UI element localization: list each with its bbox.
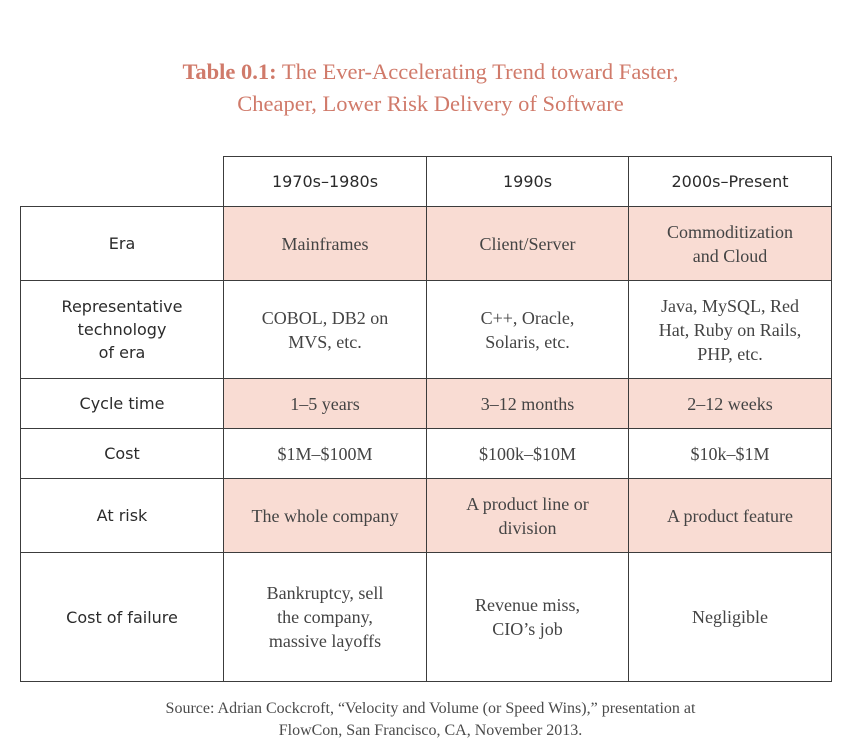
cell-line: $100k–$10M xyxy=(478,443,576,464)
column-header: 1970s–1980s xyxy=(223,156,427,207)
table-cell: The whole company xyxy=(223,478,427,553)
corner-cell xyxy=(20,156,224,207)
cell-line: and Cloud xyxy=(692,245,768,266)
table-row: Cost $1M–$100M $100k–$10M $10k–$1M xyxy=(20,428,832,479)
row-header: Cycle time xyxy=(20,378,224,429)
row-header: Era xyxy=(20,206,224,281)
cell-line: MVS, etc. xyxy=(288,331,362,352)
cell-line: CIO’s job xyxy=(492,619,563,639)
header-row: 1970s–1980s 1990s 2000s–Present xyxy=(20,156,832,207)
column-header: 2000s–Present xyxy=(628,156,832,207)
cell-line: Commoditization xyxy=(667,221,793,242)
row-header-line: Era xyxy=(108,234,136,253)
cell-line: Solaris, etc. xyxy=(485,331,570,352)
cell-line: Negligible xyxy=(692,607,768,627)
table-cell: 2–12 weeks xyxy=(628,378,832,429)
cell-line: Client/Server xyxy=(479,233,576,254)
comparison-table: 1970s–1980s 1990s 2000s–Present Era Mainf… xyxy=(20,156,832,682)
table-cell: Client/Server xyxy=(426,206,629,281)
table-cell: A product feature xyxy=(628,478,832,553)
cell-line: Java, MySQL, Red xyxy=(661,295,799,316)
table-cell: Mainframes xyxy=(223,206,427,281)
table-row: Era Mainframes Client/Server Commoditizatio… xyxy=(20,206,832,281)
caption-line-1: Table 0.1: The Ever-Accelerating Trend t… xyxy=(0,56,861,88)
cell-line: massive layoffs xyxy=(268,631,382,651)
cell-line: COBOL, DB2 on xyxy=(261,307,389,328)
cell-line: the company, xyxy=(277,607,373,627)
cell-line: $1M–$100M xyxy=(277,443,373,464)
row-header-line: Cycle time xyxy=(79,394,165,413)
row-header: At risk xyxy=(20,478,224,553)
row-header-line: Cost xyxy=(104,444,140,463)
table-row: Cost of failure Bankruptcy, sell the compa… xyxy=(20,552,832,682)
row-header-line: At risk xyxy=(96,506,148,525)
cell-line: A product feature xyxy=(667,505,793,526)
cell-line: A product line or xyxy=(466,493,589,514)
table-caption: Table 0.1: The Ever-Accelerating Trend t… xyxy=(0,56,861,120)
cell-line: 2–12 weeks xyxy=(687,393,773,414)
table-cell: Commoditization and Cloud xyxy=(628,206,832,281)
table-row: Cycle time 1–5 years 3–12 months 2–12 weeks xyxy=(20,378,832,429)
source-line-1: Source: Adrian Cockcroft, “Velocity and … xyxy=(165,700,696,717)
table-cell: COBOL, DB2 on MVS, etc. xyxy=(223,280,427,379)
table-cell: $100k–$10M xyxy=(426,428,629,479)
table-cell: 3–12 months xyxy=(426,378,629,429)
table-cell: Java, MySQL, Red Hat, Ruby on Rails, PHP, … xyxy=(628,280,832,379)
cell-line: division xyxy=(498,517,557,538)
table-row: Representative technology of era COBOL, DB2… xyxy=(20,280,832,379)
table-cell: Revenue miss, CIO’s job xyxy=(426,552,629,682)
table-cell: Negligible xyxy=(628,552,832,682)
table-cell: 1–5 years xyxy=(223,378,427,429)
cell-line: 3–12 months xyxy=(480,393,575,414)
cell-line: Mainframes xyxy=(281,233,369,254)
table-cell: A product line or division xyxy=(426,478,629,553)
column-header: 1990s xyxy=(426,156,629,207)
caption-title-part-1: The Ever-Accelerating Trend toward Faste… xyxy=(281,59,679,84)
row-header-line: technology xyxy=(77,320,167,339)
table-cell: $10k–$1M xyxy=(628,428,832,479)
row-header-line: of era xyxy=(98,343,146,362)
cell-line: Hat, Ruby on Rails, xyxy=(658,319,802,340)
cell-line: PHP, etc. xyxy=(697,343,763,364)
cell-line: C++, Oracle, xyxy=(480,307,575,328)
table-cell: Bankruptcy, sell the company, massive layo… xyxy=(223,552,427,682)
row-header: Cost xyxy=(20,428,224,479)
source-note: Source: Adrian Cockcroft, “Velocity and … xyxy=(0,698,861,742)
row-header: Cost of failure xyxy=(20,552,224,682)
table-row: At risk The whole company A product line o… xyxy=(20,478,832,553)
cell-line: The whole company xyxy=(251,505,399,526)
row-header-line: Representative xyxy=(61,297,183,316)
table-cell: C++, Oracle, Solaris, etc. xyxy=(426,280,629,379)
caption-title-part-2: Cheaper, Lower Risk Delivery of Software xyxy=(237,91,624,116)
source-line-2: FlowCon, San Francisco, CA, November 201… xyxy=(278,722,583,739)
caption-label: Table 0.1: xyxy=(182,59,277,84)
table-cell: $1M–$100M xyxy=(223,428,427,479)
row-header: Representative technology of era xyxy=(20,280,224,379)
cell-line: Bankruptcy, sell xyxy=(266,583,384,603)
cell-line: Revenue miss, xyxy=(475,595,580,615)
cell-line: 1–5 years xyxy=(290,393,360,414)
cell-line: $10k–$1M xyxy=(690,443,770,464)
row-header-line: Cost of failure xyxy=(66,607,178,627)
